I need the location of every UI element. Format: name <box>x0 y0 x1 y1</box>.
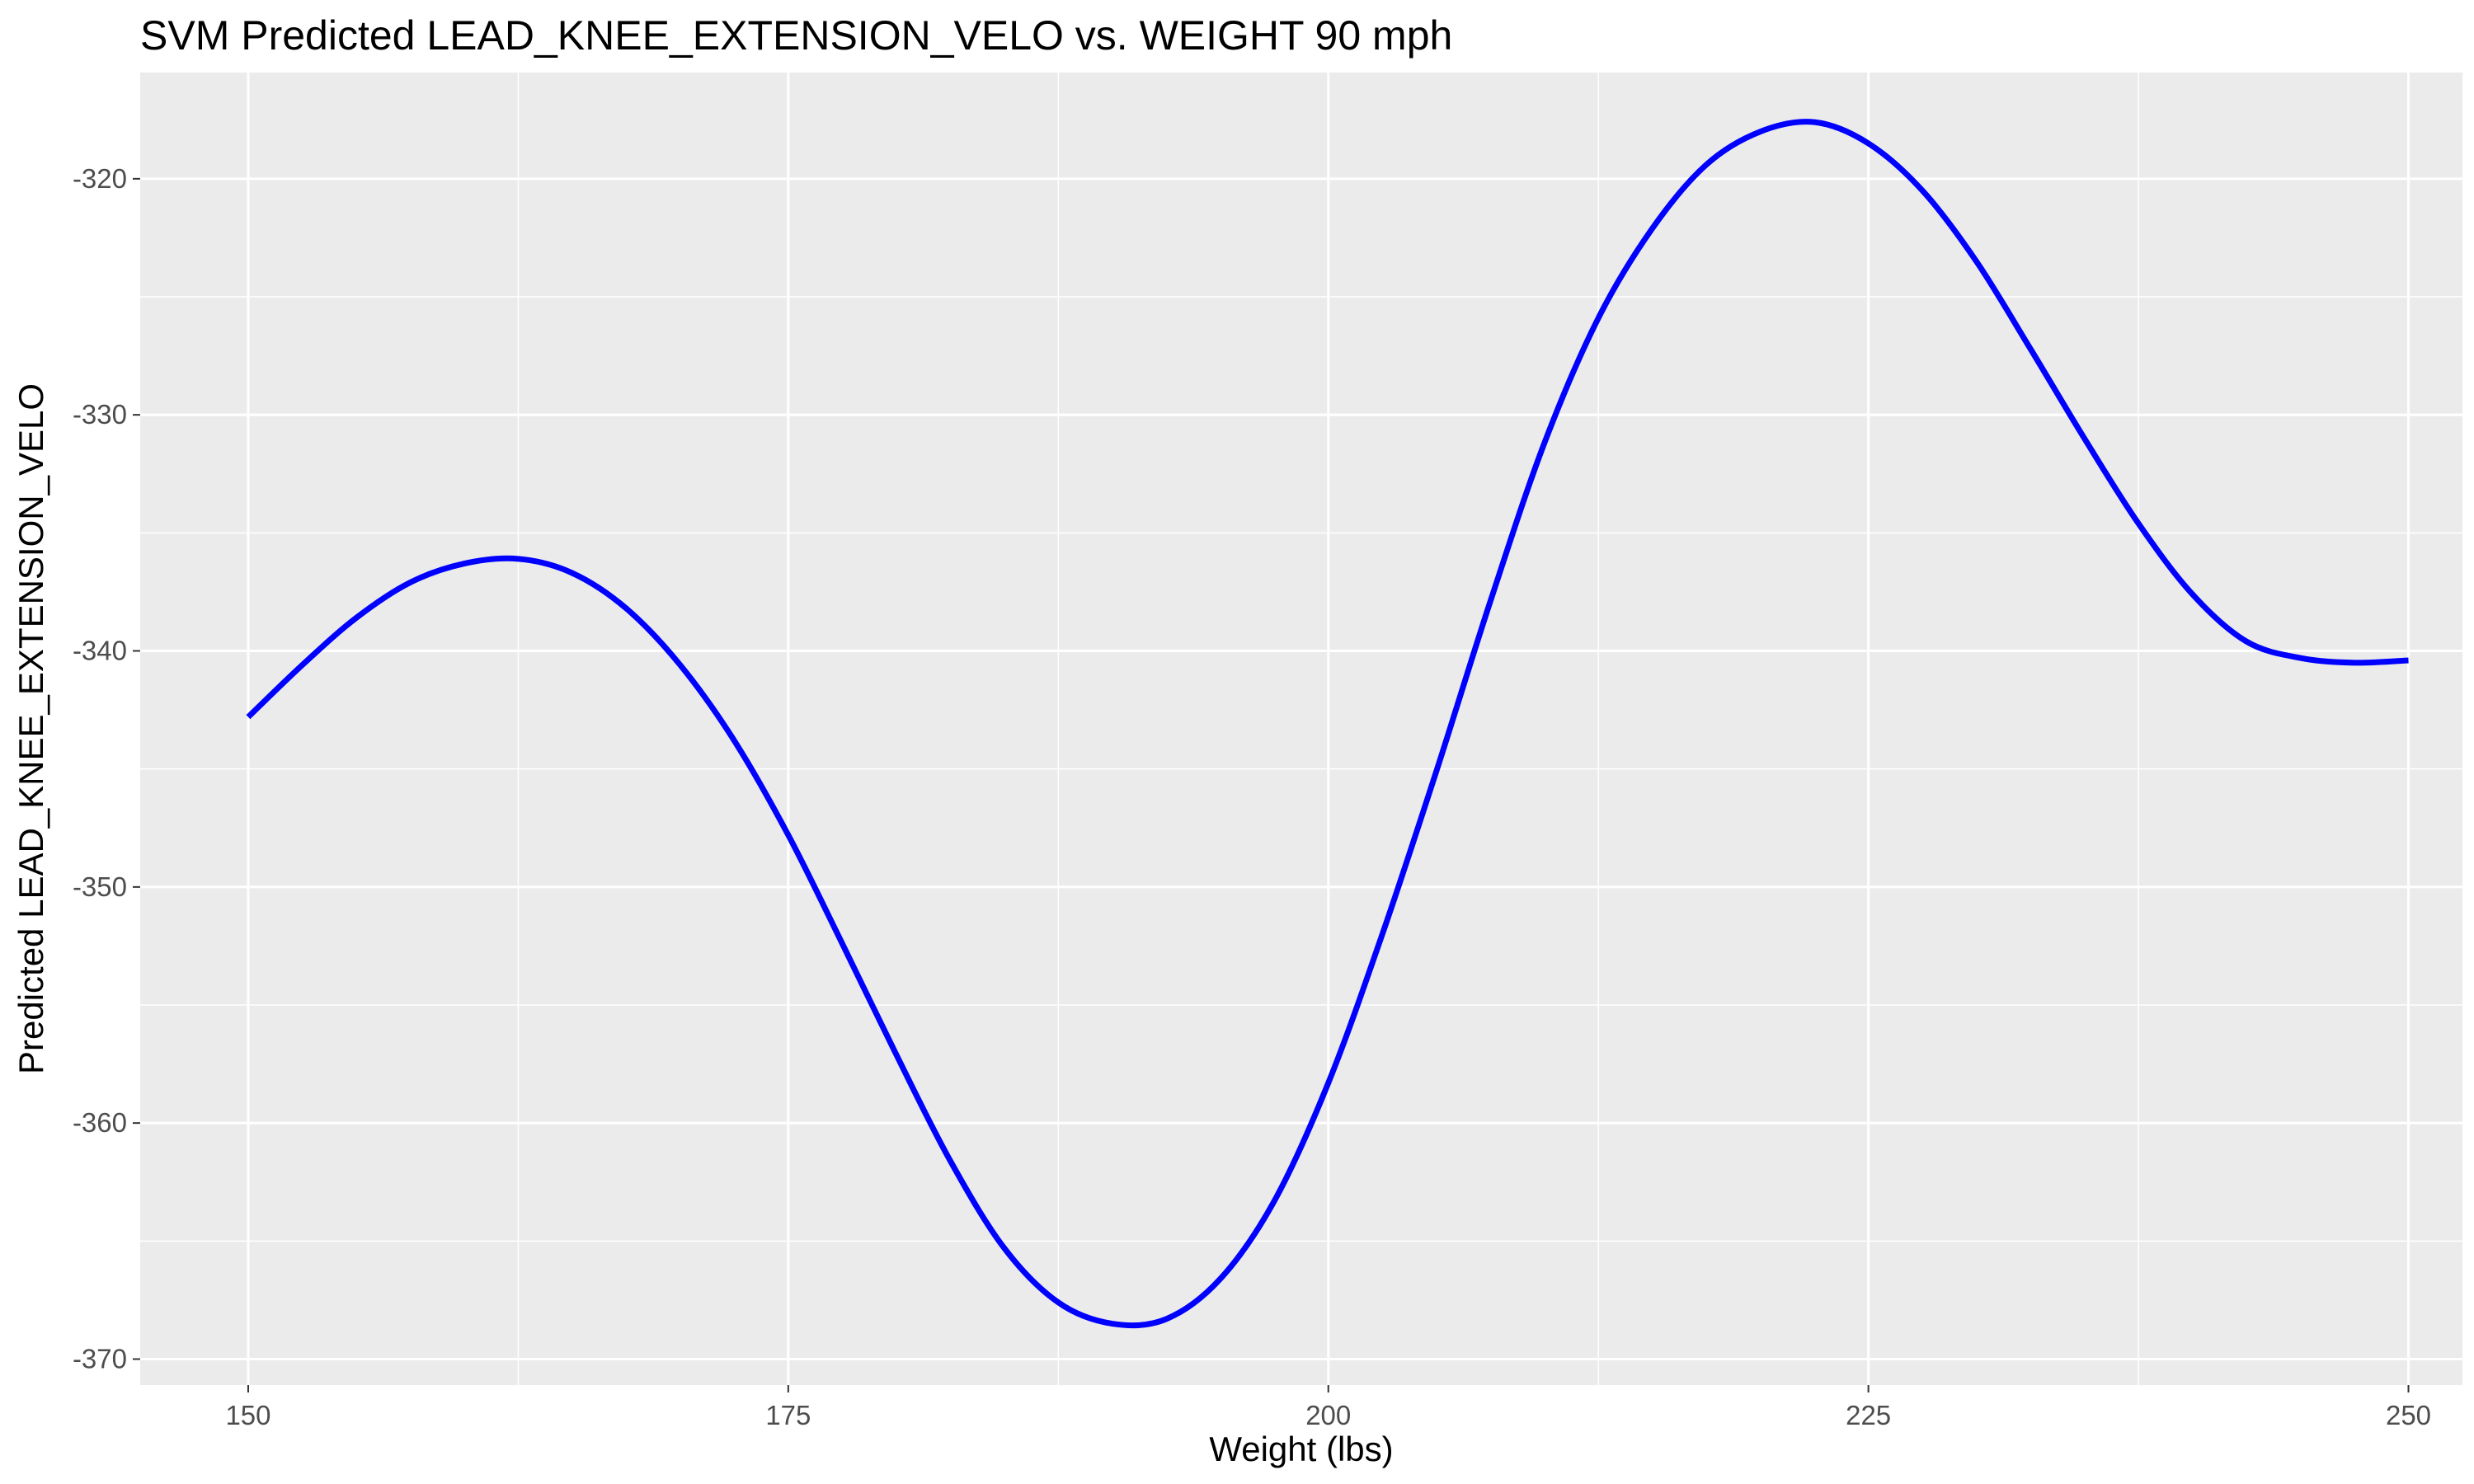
y-axis: -320 -330 -340 -350 -360 -370 <box>73 163 140 1374</box>
y-tick-label: -320 <box>73 163 127 194</box>
y-tick-label: -350 <box>73 871 127 902</box>
data-point <box>1488 599 1493 603</box>
data-point <box>246 715 251 720</box>
data-point <box>1974 259 1979 264</box>
x-axis-title: Weight (lbs) <box>1209 1430 1393 1468</box>
data-point <box>678 663 683 668</box>
data-point <box>1056 1300 1061 1305</box>
data-point <box>1380 932 1385 937</box>
data-point <box>1218 1276 1223 1281</box>
data-point <box>1542 441 1547 446</box>
data-point <box>623 606 628 611</box>
x-tick-label: 225 <box>1846 1400 1891 1430</box>
data-point <box>1704 162 1709 167</box>
data-point <box>1866 141 1871 146</box>
data-point <box>1596 316 1601 321</box>
grid-minor <box>140 73 2462 1385</box>
data-point <box>894 1052 899 1057</box>
data-point <box>948 1158 952 1163</box>
series-line <box>246 119 2409 1329</box>
data-point <box>462 561 467 566</box>
data-point <box>1650 226 1655 231</box>
data-point <box>1272 1199 1277 1204</box>
data-point <box>1002 1246 1007 1251</box>
data-point <box>840 942 844 946</box>
data-point <box>731 738 736 743</box>
data-point <box>1812 120 1817 124</box>
x-tick-label: 175 <box>765 1400 811 1430</box>
data-point <box>1758 129 1763 134</box>
data-point <box>1920 188 1925 193</box>
plot-panel <box>140 73 2462 1385</box>
data-point <box>407 580 412 585</box>
data-point <box>786 833 791 838</box>
data-point <box>2082 436 2087 441</box>
data-point <box>1326 1080 1331 1085</box>
x-tick-label: 150 <box>225 1400 270 1430</box>
x-tick-label: 250 <box>2386 1400 2431 1430</box>
y-tick-label: -340 <box>73 636 127 666</box>
data-point <box>1434 769 1439 774</box>
data-point <box>299 663 304 668</box>
chart-title: SVM Predicted LEAD_KNEE_EXTENSION_VELO v… <box>140 12 1452 59</box>
data-point <box>2406 658 2411 663</box>
y-axis-title: Predicted LEAD_KNEE_EXTENSION_VELO <box>12 383 50 1074</box>
data-point <box>2190 592 2195 597</box>
data-point <box>2244 639 2249 644</box>
x-tick-label: 200 <box>1305 1400 1351 1430</box>
data-point <box>2298 655 2303 660</box>
y-tick-label: -370 <box>73 1344 127 1374</box>
data-point <box>354 615 359 620</box>
data-point <box>1110 1322 1115 1327</box>
data-point <box>515 556 520 561</box>
y-tick-label: -330 <box>73 399 127 430</box>
x-axis: 150 175 200 225 250 <box>225 1385 2431 1430</box>
series-layer <box>246 119 2411 1329</box>
y-tick-label: -360 <box>73 1107 127 1138</box>
data-point <box>2352 660 2357 665</box>
data-point <box>570 571 575 575</box>
data-point <box>1164 1317 1169 1322</box>
data-point <box>2136 521 2141 526</box>
grid-major <box>140 73 2462 1385</box>
data-point <box>2028 346 2033 351</box>
